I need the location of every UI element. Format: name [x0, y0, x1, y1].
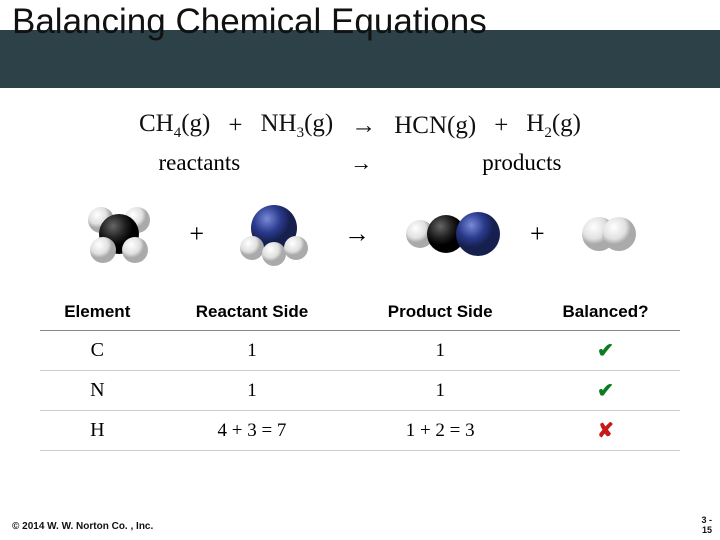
table-row: N 1 1 ✔ — [40, 371, 680, 411]
eq-term-ch4: CH4(g) — [139, 110, 210, 142]
methane-icon — [77, 198, 161, 270]
equation-labels: reactants → products — [40, 150, 680, 176]
cell-balanced: ✔ — [531, 331, 680, 371]
eq-term-h2: H2(g) — [526, 110, 581, 142]
col-balanced: Balanced? — [531, 296, 680, 331]
copyright-text: © 2014 W. W. Norton Co. , Inc. — [12, 521, 153, 532]
eq-term-nh3: NH3(g) — [260, 110, 333, 142]
eq-plus-2: + — [494, 112, 508, 140]
col-element: Element — [40, 296, 155, 331]
page-title: Balancing Chemical Equations — [12, 2, 487, 42]
cell-product: 1 + 2 = 3 — [349, 411, 531, 451]
mol-plus-2: + — [530, 219, 545, 249]
eq-arrow: → — [351, 112, 376, 140]
eq-plus-1: + — [228, 112, 242, 140]
table-body: C 1 1 ✔ N 1 1 ✔ H 4 + 3 = 7 1 + 2 = 3 ✘ — [40, 331, 680, 451]
cell-balanced: ✘ — [531, 411, 680, 451]
slide: Balancing Chemical Equations CH4(g) + NH… — [0, 0, 720, 540]
check-icon: ✔ — [597, 340, 614, 362]
col-reactant: Reactant Side — [155, 296, 350, 331]
hcn-icon — [398, 198, 502, 270]
cell-product: 1 — [349, 371, 531, 411]
cell-element: N — [40, 371, 155, 411]
ammonia-icon — [232, 198, 316, 270]
label-reactants: reactants — [159, 150, 241, 176]
mol-arrow: → — [344, 219, 370, 249]
table-header-row: Element Reactant Side Product Side Balan… — [40, 296, 680, 331]
balance-table: Element Reactant Side Product Side Balan… — [40, 296, 680, 451]
table-row: H 4 + 3 = 7 1 + 2 = 3 ✘ — [40, 411, 680, 451]
molecule-row: + → + — [40, 198, 680, 270]
cell-element: H — [40, 411, 155, 451]
label-products: products — [482, 150, 561, 176]
cross-icon: ✘ — [597, 420, 614, 442]
page-number: 3 - 15 — [701, 516, 712, 536]
eq-term-hcn: HCN(g) — [394, 112, 476, 140]
cell-product: 1 — [349, 331, 531, 371]
check-icon: ✔ — [597, 380, 614, 402]
equation-row: CH4(g) + NH3(g) → HCN(g) + H2(g) — [40, 110, 680, 142]
cell-balanced: ✔ — [531, 371, 680, 411]
cell-reactant: 1 — [155, 331, 350, 371]
cell-element: C — [40, 331, 155, 371]
mol-plus-1: + — [189, 219, 204, 249]
label-arrow: → — [350, 150, 372, 176]
col-product: Product Side — [349, 296, 531, 331]
cell-reactant: 4 + 3 = 7 — [155, 411, 350, 451]
cell-reactant: 1 — [155, 371, 350, 411]
content-area: CH4(g) + NH3(g) → HCN(g) + H2(g) reactan… — [0, 88, 720, 451]
h2-icon — [573, 198, 643, 270]
header: Balancing Chemical Equations — [0, 0, 720, 88]
table-row: C 1 1 ✔ — [40, 331, 680, 371]
